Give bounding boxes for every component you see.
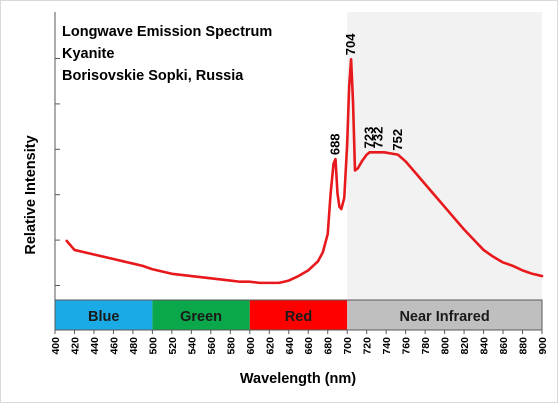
emission-spectrum-line [65, 57, 544, 285]
x-tick-label-900: 900 [537, 337, 549, 355]
y-axis-label: Relative Intensity [23, 135, 39, 254]
peak-label-752: 752 [390, 129, 405, 151]
band-border [54, 299, 543, 331]
band-label-red: Red [285, 309, 312, 325]
x-tick-label-400: 400 [50, 337, 62, 355]
chart-title: Longwave Emission Spectrum Kyanite Boris… [62, 24, 272, 84]
y-ticks [55, 58, 60, 286]
x-tick-label-580: 580 [225, 337, 237, 355]
title-line-1: Longwave Emission Spectrum [62, 24, 272, 40]
band-blue [55, 300, 153, 330]
x-tick-label-780: 780 [420, 337, 432, 355]
x-tick-label-820: 820 [459, 337, 471, 355]
x-tick-label-500: 500 [147, 337, 159, 355]
peak-label-704: 704 [343, 33, 358, 55]
x-tick-label-880: 880 [518, 337, 530, 355]
near-infrared-shading [347, 12, 542, 300]
x-tick-label-700: 700 [342, 337, 354, 355]
band-label-near-infrared: Near Infrared [399, 309, 489, 325]
color-bands: Blue Green Red Near Infrared [54, 299, 543, 331]
x-tick-label-640: 640 [284, 337, 296, 355]
x-tick-label-840: 840 [479, 337, 491, 355]
x-axis-label: Wavelength (nm) [240, 371, 356, 387]
x-tick-label-520: 520 [167, 337, 179, 355]
x-tick-label-680: 680 [323, 337, 335, 355]
x-tick-label-760: 760 [401, 337, 413, 355]
x-tick-label-560: 560 [206, 337, 218, 355]
x-tick-label-440: 440 [89, 337, 101, 355]
x-tick-label-660: 660 [303, 337, 315, 355]
x-tick-label-720: 720 [362, 337, 374, 355]
x-tick-label-800: 800 [440, 337, 452, 355]
x-tick-label-860: 860 [498, 337, 510, 355]
x-tick-label-460: 460 [108, 337, 120, 355]
band-red [249, 300, 348, 330]
band-green [152, 300, 250, 330]
x-tick-label-620: 620 [264, 337, 276, 355]
x-ticks: 400 420 440 460 480 500 520 540 560 580 600 620 640 6… [50, 330, 549, 355]
band-label-green: Green [180, 309, 222, 325]
title-line-3: Borisovskie Sopki, Russia [62, 68, 244, 84]
x-tick-label-420: 420 [69, 337, 81, 355]
band-near-infrared [347, 300, 542, 330]
x-tick-label-600: 600 [245, 337, 257, 355]
peak-label-688: 688 [328, 133, 343, 155]
x-tick-label-480: 480 [128, 337, 140, 355]
band-label-blue: Blue [88, 309, 119, 325]
peak-label-732: 732 [370, 127, 385, 149]
x-tick-label-740: 740 [381, 337, 393, 355]
title-line-2: Kyanite [62, 46, 114, 62]
peak-label-723: 723 [362, 127, 377, 149]
x-tick-label-540: 540 [186, 337, 198, 355]
